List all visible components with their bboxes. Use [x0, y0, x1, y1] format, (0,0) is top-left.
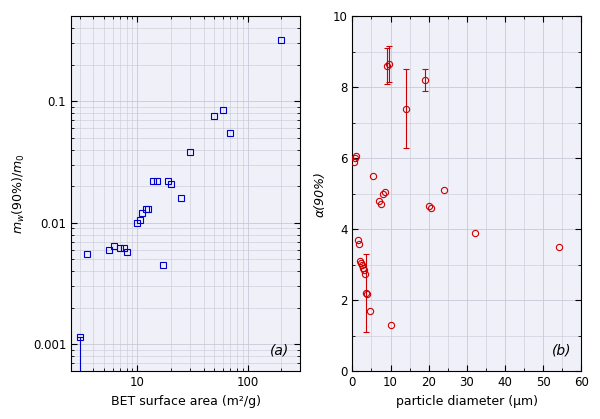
Text: (a): (a) [271, 343, 290, 357]
Y-axis label: α(90%): α(90%) [314, 171, 327, 217]
Text: (b): (b) [551, 343, 571, 357]
X-axis label: BET surface area (m²/g): BET surface area (m²/g) [110, 395, 260, 408]
Y-axis label: $m_w$(90%)/$m_0$: $m_w$(90%)/$m_0$ [11, 153, 27, 234]
X-axis label: particle diameter (μm): particle diameter (μm) [396, 395, 538, 408]
